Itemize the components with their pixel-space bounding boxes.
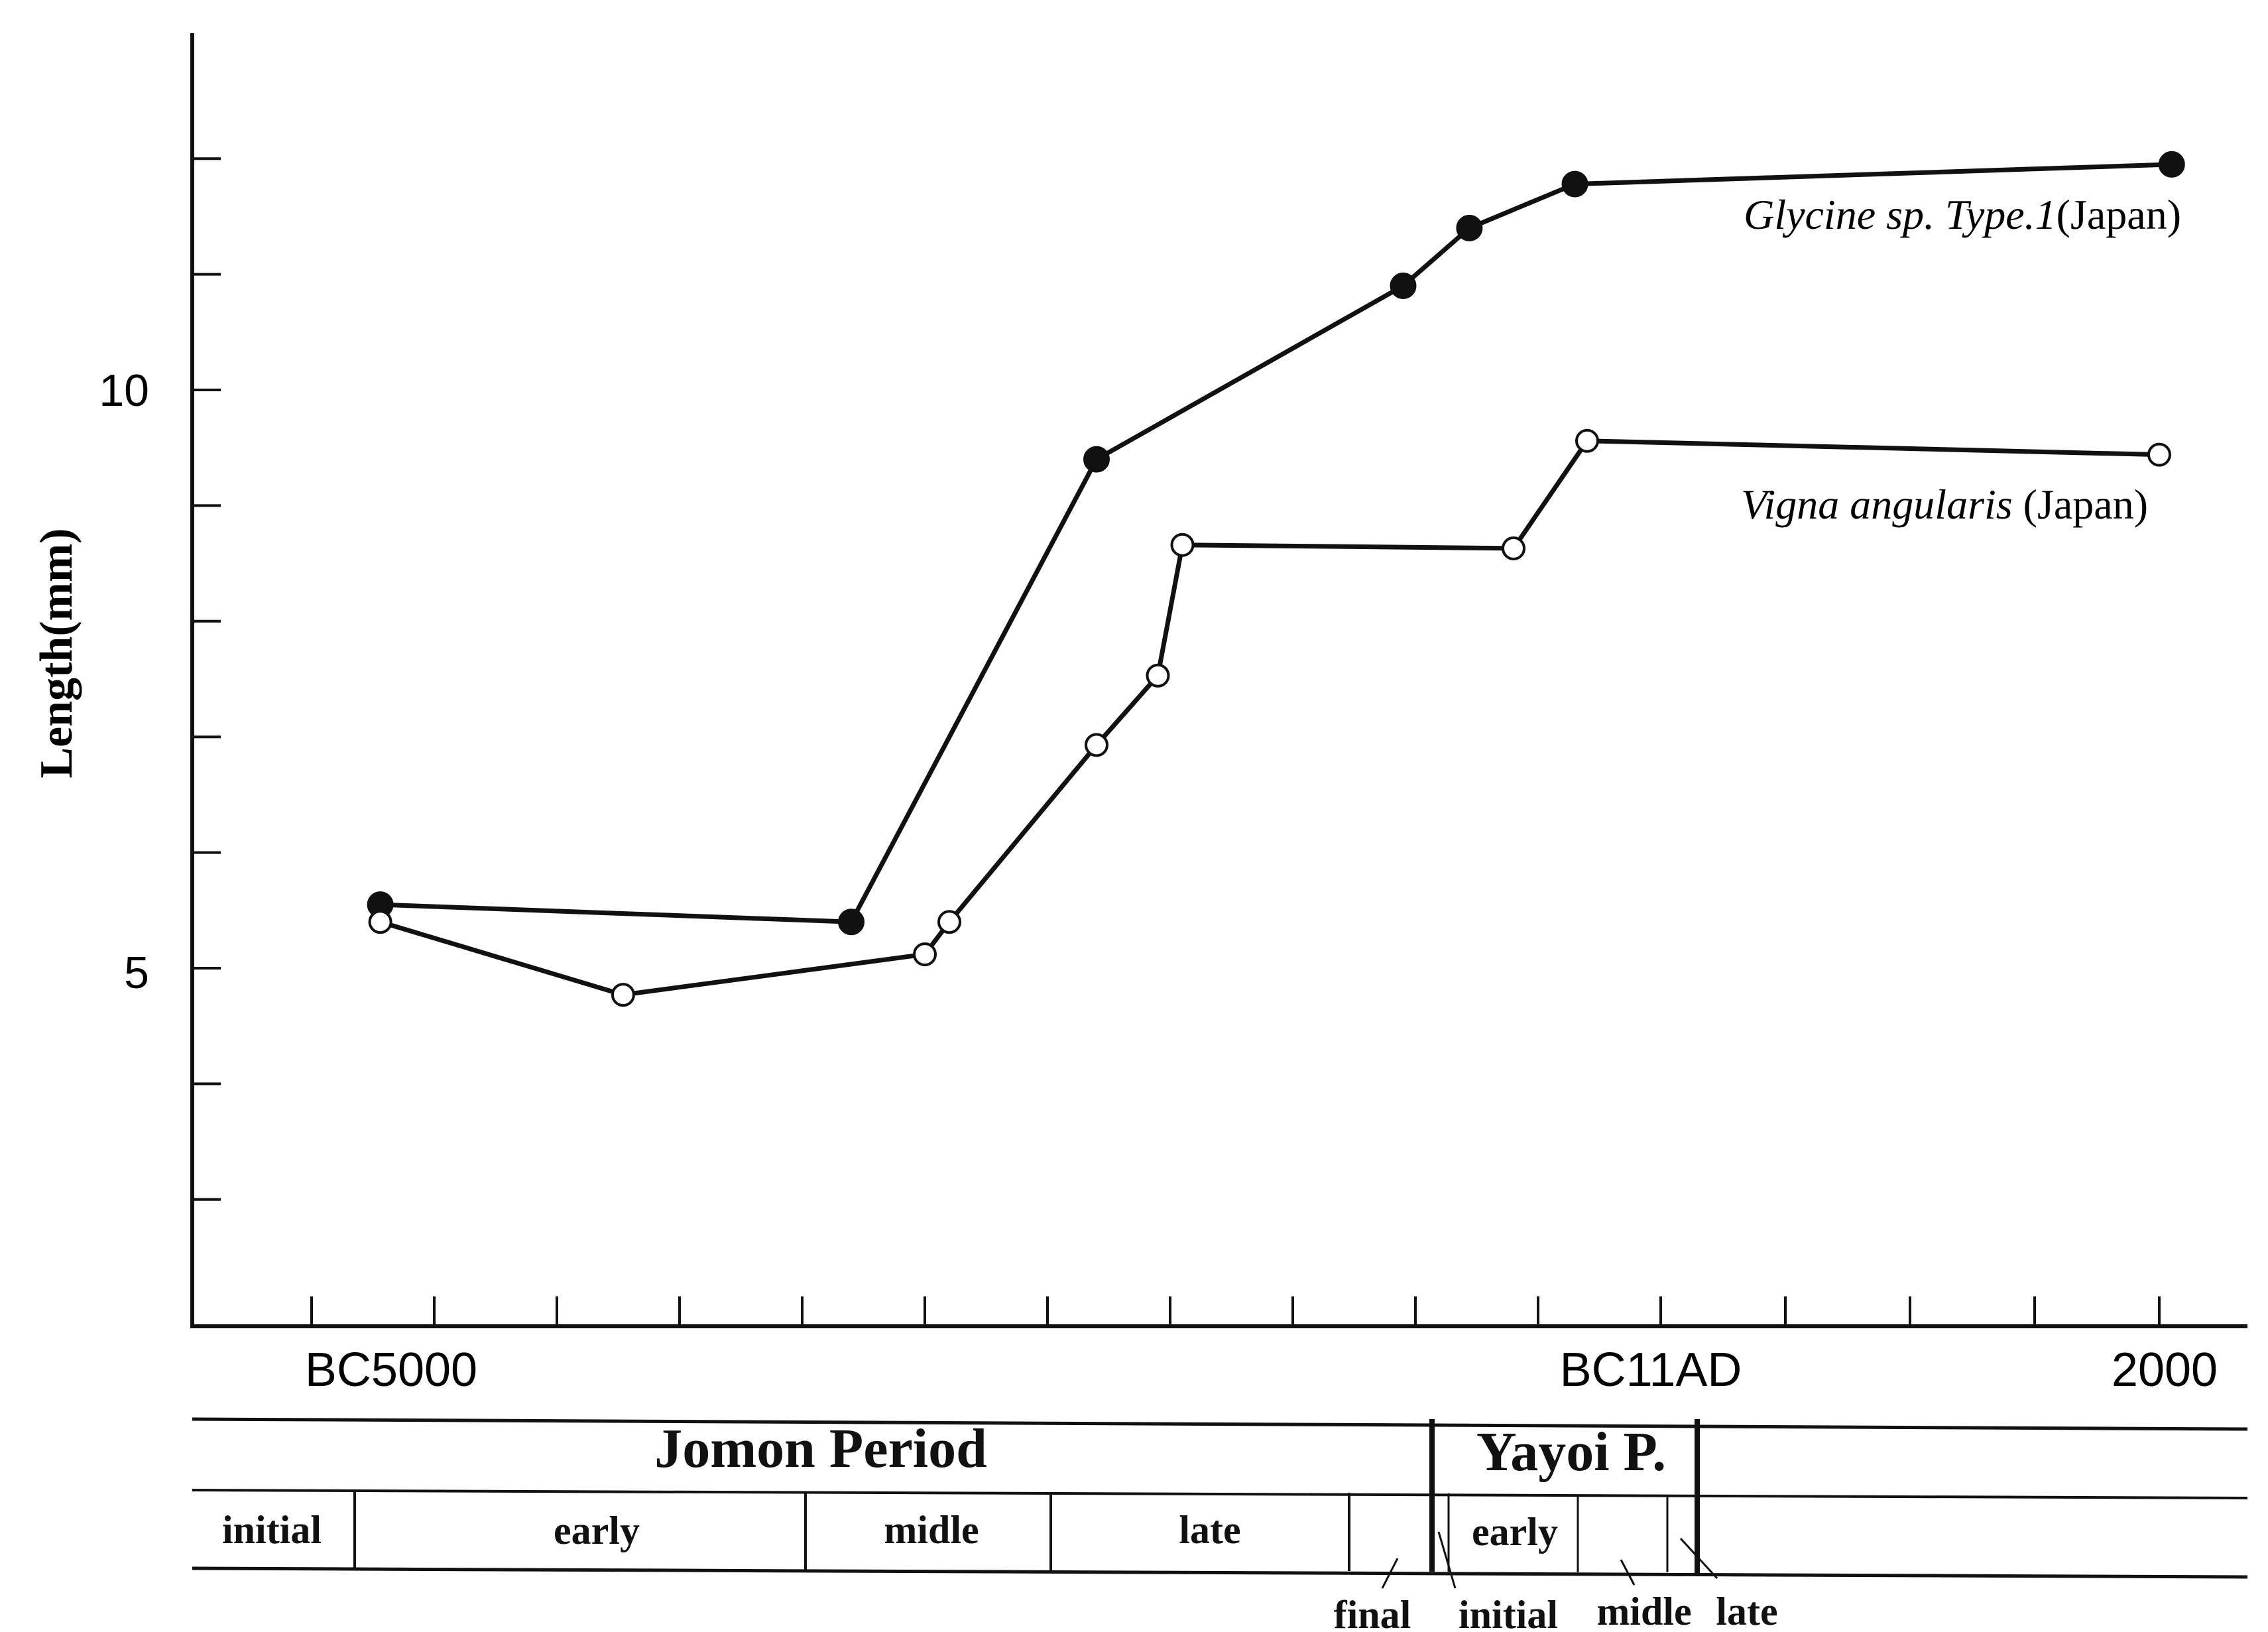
jomon-final-label: final [1334, 1593, 1411, 1632]
data-point [937, 910, 961, 934]
yayoi-period-label: Yayoi P. [1476, 1421, 1666, 1483]
period-table-top-rule [192, 1417, 2248, 1431]
yayoi-late-label: late [1716, 1590, 1777, 1632]
series-label-glycine-suffix: (Japan) [2057, 191, 2181, 238]
series-label-glycine: Glycine sp. Type.1(Japan) [1744, 191, 2181, 238]
data-point [838, 909, 865, 936]
data-point [1170, 533, 1195, 557]
series-points-glycine [367, 151, 2185, 936]
x-tick-label-bc11ad: BC11AD [1560, 1344, 1742, 1397]
leader-yayoi-midle [1620, 1559, 1636, 1586]
plot-area [367, 151, 2185, 1007]
data-point [913, 942, 937, 967]
y-tick-label-5: 5 [124, 948, 149, 998]
yayoi-early-label: early [1472, 1510, 1558, 1554]
leader-yayoi-late [1679, 1537, 1718, 1580]
y-ticks [192, 157, 221, 1201]
series-label-glycine-name: Glycine sp. Type.1 [1744, 191, 2057, 238]
series-line-vigna [379, 438, 2160, 997]
period-table [192, 1417, 2248, 1589]
series-label-vigna-suffix: (Japan) [2023, 481, 2148, 528]
y-axis-title: Length(mm) [31, 528, 82, 778]
y-tick-label-10: 10 [99, 365, 149, 416]
series-label-vigna: Vigna angularis (Japan) [1741, 481, 2148, 528]
y-axis: 10 5 Length(mm) [31, 33, 221, 1326]
data-point [1390, 273, 1417, 300]
leader-yayoi-initial [1437, 1531, 1457, 1589]
data-point [1561, 170, 1588, 198]
series-vigna [368, 428, 2171, 1007]
leader-final [1381, 1558, 1399, 1589]
x-axis: BC5000 BC11AD 2000 [190, 1296, 2247, 1397]
jomon-late-label: late [1179, 1508, 1240, 1552]
yayoi-midle-label: midle [1596, 1590, 1691, 1632]
series-points-vigna [368, 428, 2171, 1007]
data-point [1502, 536, 1525, 560]
data-point [1146, 663, 1170, 688]
series-glycine [367, 151, 2185, 936]
jomon-period-label: Jomon Period [654, 1418, 987, 1479]
data-point [368, 910, 392, 934]
series-label-vigna-name: Vigna angularis [1741, 481, 2013, 528]
jomon-initial-label: initial [222, 1508, 322, 1552]
jomon-midle-label: midle [884, 1508, 979, 1552]
period-table-middle-rule [192, 1489, 2248, 1499]
data-point [1456, 214, 1483, 241]
data-point [1083, 446, 1110, 473]
x-tick-label-2000: 2000 [2112, 1344, 2218, 1397]
data-point [611, 983, 635, 1007]
x-tick-label-bc5000: BC5000 [305, 1344, 477, 1397]
yayoi-initial-label: initial [1459, 1593, 1558, 1632]
x-ticks [310, 1296, 2161, 1326]
period-table-bottom-rule [192, 1566, 2248, 1579]
data-point [2147, 442, 2171, 467]
jomon-early-label: early [554, 1509, 640, 1552]
period-labels: Jomon Period Yayoi P. initial early midl… [222, 1418, 1778, 1632]
data-point [1085, 733, 1108, 757]
data-point [2158, 151, 2185, 178]
data-point [1575, 428, 1599, 453]
